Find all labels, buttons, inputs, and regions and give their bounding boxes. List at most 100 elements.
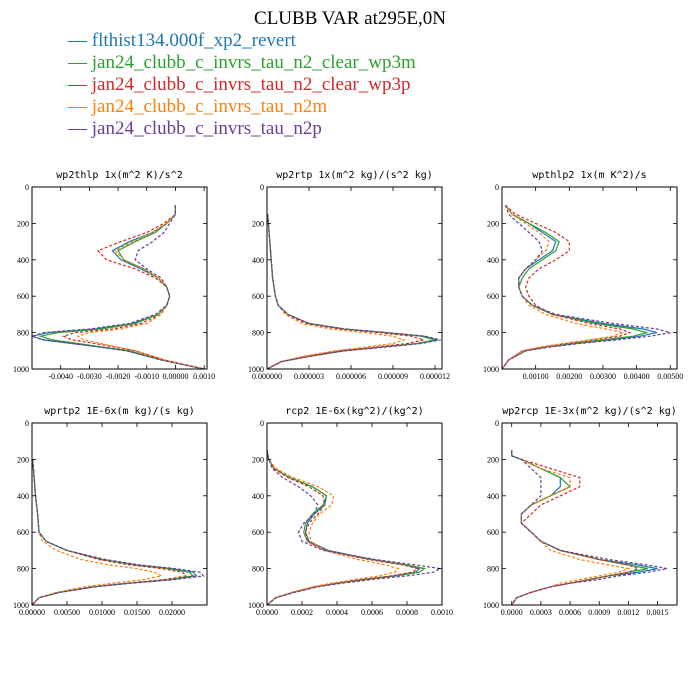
- x-tick-label: 0.000000: [252, 372, 282, 381]
- y-tick-label: 800: [487, 329, 499, 338]
- y-tick-label: 200: [252, 219, 264, 228]
- series-line: [32, 205, 205, 369]
- legend: — flthist134.000f_xp2_revert — jan24_clu…: [68, 30, 416, 140]
- y-tick-label: 200: [252, 455, 264, 464]
- legend-line: —: [68, 96, 87, 117]
- y-tick-label: 600: [252, 528, 264, 537]
- y-tick-label: 1000: [248, 601, 264, 610]
- panel-title: wprtp2 1E-6x(m kg)/(s kg): [44, 406, 195, 417]
- legend-line: —: [68, 52, 87, 73]
- y-tick-label: 0: [25, 183, 29, 192]
- y-tick-label: 400: [487, 256, 499, 265]
- series-line: [502, 204, 626, 369]
- legend-line: —: [68, 74, 87, 95]
- x-tick-label: 0.00000: [162, 372, 188, 381]
- x-tick-label: -0.0040: [48, 372, 73, 381]
- y-tick-label: 0: [260, 183, 264, 192]
- x-tick-label: -0.0030: [77, 372, 102, 381]
- plot-frame: [31, 422, 208, 606]
- y-tick-label: 200: [487, 219, 499, 228]
- y-tick-label: 200: [17, 219, 29, 228]
- series-line: [32, 205, 205, 369]
- chart-title: CLUBB VAR at295E,0N: [254, 8, 446, 29]
- x-tick-label: 0.000003: [294, 372, 324, 381]
- x-tick-label: 0.000009: [378, 372, 408, 381]
- legend-label: jan24_clubb_c_invrs_tau_n2_clear_wp3m: [91, 52, 416, 73]
- y-tick-label: 0: [25, 419, 29, 428]
- series-line: [267, 450, 400, 605]
- y-tick-label: 400: [252, 256, 264, 265]
- x-tick-label: 0.0009: [588, 608, 610, 617]
- y-tick-label: 800: [17, 329, 29, 338]
- x-tick-label: 0.0012: [617, 608, 639, 617]
- series-line: [511, 450, 631, 605]
- x-tick-label: 0.0010: [431, 608, 453, 617]
- panel: wprtp2 1E-6x(m kg)/(s kg) 0 200 400 600 800 10…: [13, 406, 208, 617]
- x-tick-label: 0.0008: [396, 608, 418, 617]
- x-tick-label: 0.00100: [523, 372, 549, 381]
- y-tick-label: 200: [487, 455, 499, 464]
- series-line: [511, 450, 668, 605]
- y-tick-label: 600: [487, 528, 499, 537]
- y-tick-label: 400: [17, 492, 29, 501]
- y-tick-label: 800: [487, 565, 499, 574]
- x-tick-label: 0.00400: [624, 372, 650, 381]
- legend-item: — jan24_clubb_c_invrs_tau_n2p: [68, 118, 416, 140]
- x-tick-label: 0.01500: [124, 608, 150, 617]
- panel: wp2rtp 1x(m^2 kg)/(s^2 kg) 0 200 400 600 800 1…: [248, 170, 450, 381]
- y-tick-label: 400: [17, 256, 29, 265]
- x-tick-label: -0.0010: [134, 372, 159, 381]
- panel-title: wpthlp2 1x(m K^2)/s: [532, 170, 646, 181]
- y-tick-label: 1000: [13, 365, 29, 374]
- legend-item: — jan24_clubb_c_invrs_tau_n2_clear_wp3p: [68, 74, 416, 96]
- x-tick-label: 0.000012: [420, 372, 450, 381]
- series-line: [267, 450, 419, 605]
- series-line: [76, 205, 205, 369]
- y-tick-label: 600: [252, 292, 264, 301]
- x-tick-label: 0.000006: [336, 372, 366, 381]
- y-tick-label: 1000: [483, 365, 499, 374]
- series-line: [511, 450, 640, 605]
- x-tick-label: 0.00200: [556, 372, 582, 381]
- y-tick-label: 600: [17, 528, 29, 537]
- series-line: [502, 204, 671, 369]
- legend-line: —: [68, 30, 87, 51]
- y-tick-label: 1000: [248, 365, 264, 374]
- x-tick-label: 0.0002: [291, 608, 313, 617]
- plot-frame: [501, 186, 678, 370]
- legend-item: — flthist134.000f_xp2_revert: [68, 30, 416, 52]
- legend-label: flthist134.000f_xp2_revert: [91, 30, 296, 51]
- x-tick-label: 0.0004: [326, 608, 348, 617]
- x-tick-label: 0.0006: [361, 608, 383, 617]
- plot-frame: [266, 186, 443, 370]
- y-tick-label: 0: [495, 183, 499, 192]
- legend-label: jan24_clubb_c_invrs_tau_n2m: [91, 96, 328, 117]
- y-tick-label: 600: [487, 292, 499, 301]
- legend-line: —: [68, 118, 87, 139]
- series-line: [267, 214, 441, 369]
- x-tick-label: 0.0010: [193, 372, 215, 381]
- y-tick-label: 400: [487, 492, 499, 501]
- panel: wp2thlp 1x(m^2 K)/s^2 0 200 400 600 800 1000 -0…: [13, 170, 215, 381]
- legend-label: jan24_clubb_c_invrs_tau_n2_clear_wp3p: [91, 74, 411, 95]
- series-line: [267, 450, 442, 605]
- x-tick-label: 0.00500: [657, 372, 683, 381]
- panel: wp2rcp 1E-3x(m^2 kg)/(s^2 kg)0 200 400 600 8…: [483, 406, 678, 617]
- series-line: [502, 204, 632, 369]
- x-tick-label: 0.0006: [559, 608, 581, 617]
- y-tick-label: 400: [252, 492, 264, 501]
- plot-frame: [31, 186, 208, 370]
- y-tick-label: 200: [17, 455, 29, 464]
- y-tick-label: 800: [17, 565, 29, 574]
- y-tick-label: 800: [252, 565, 264, 574]
- series-line: [38, 205, 205, 369]
- x-tick-label: 0.00300: [590, 372, 616, 381]
- x-tick-label: 0.0003: [530, 608, 552, 617]
- x-tick-label: 0.0000: [501, 608, 523, 617]
- y-tick-label: 1000: [483, 601, 499, 610]
- x-tick-label: 0.00000: [19, 608, 45, 617]
- y-tick-label: 800: [252, 329, 264, 338]
- panel-title: wp2rtp 1x(m^2 kg)/(s^2 kg): [276, 170, 433, 181]
- series-line: [61, 205, 205, 369]
